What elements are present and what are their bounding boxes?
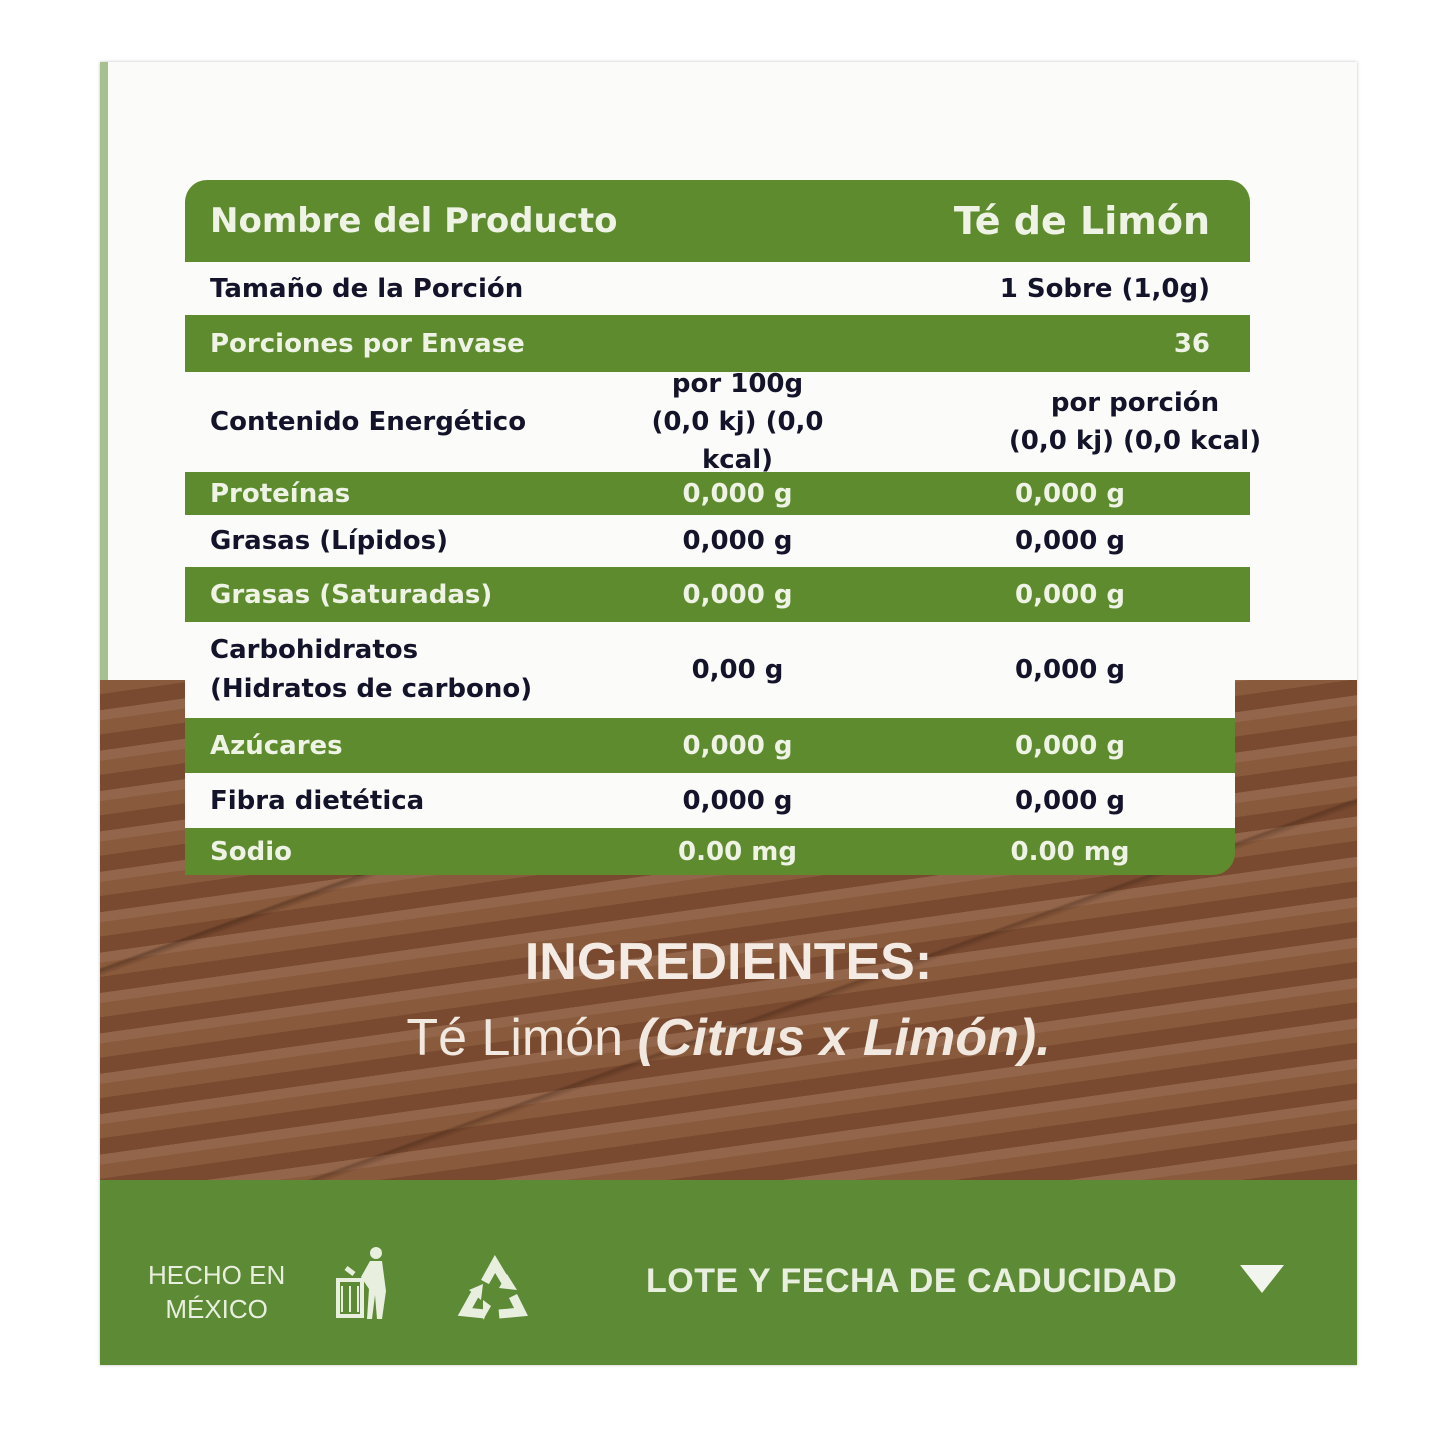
serving-size-row: Tamaño de la Porción 1 Sobre (1,0g) bbox=[185, 262, 1250, 315]
row-label: Fibra dietética bbox=[210, 785, 425, 816]
row-label-line2: (Hidratos de carbono) bbox=[210, 674, 533, 704]
col1-energy: (0,0 kj) (0,0 kcal) bbox=[651, 407, 824, 475]
table-row: Carbohidratos (Hidratos de carbono) 0,00 … bbox=[185, 622, 1235, 718]
col1-header: por 100g (0,0 kj) (0,0 kcal) bbox=[615, 365, 860, 479]
row-per100: 0,000 g bbox=[682, 579, 793, 610]
row-per100: 0,000 g bbox=[682, 478, 793, 509]
table-row: Grasas (Saturadas) 0,000 g 0,000 g bbox=[185, 567, 1250, 622]
ingredient-name: Té Limón bbox=[406, 1009, 638, 1067]
servings-label: Porciones por Envase bbox=[210, 328, 525, 359]
ingredients-text: Té Limón (Citrus x Limón). bbox=[100, 1008, 1357, 1068]
row-label: Carbohidratos (Hidratos de carbono) bbox=[210, 631, 532, 709]
energy-label: Contenido Energético bbox=[210, 407, 527, 437]
row-label: Azúcares bbox=[210, 730, 343, 761]
trash-disposal-icon bbox=[336, 1247, 386, 1319]
ingredients-title: INGREDIENTES: bbox=[524, 933, 933, 991]
row-perportion: 0,000 g bbox=[1015, 655, 1125, 685]
row-label: Grasas (Lípidos) bbox=[210, 526, 448, 556]
ingredient-scientific: (Citrus x Limón) bbox=[637, 1009, 1037, 1067]
lot-expiry-label: LOTE Y FECHA DE CADUCIDAD bbox=[646, 1262, 1178, 1300]
made-in-mexico: HECHO EN MÉXICO bbox=[148, 1258, 285, 1326]
row-label: Proteínas bbox=[210, 478, 351, 509]
table-row: Fibra dietética 0,000 g 0,000 g bbox=[185, 773, 1235, 828]
recycle-icon bbox=[457, 1255, 528, 1320]
row-per100: 0,000 g bbox=[682, 526, 793, 556]
row-perportion: 0,000 g bbox=[1015, 579, 1125, 610]
product-value: Té de Limón bbox=[953, 199, 1210, 243]
row-perportion: 0.00 mg bbox=[1010, 836, 1130, 867]
row-label: Grasas (Saturadas) bbox=[210, 579, 493, 610]
row-per100: 0,00 g bbox=[691, 655, 784, 685]
serving-value: 1 Sobre (1,0g) bbox=[999, 273, 1210, 304]
row-perportion: 0,000 g bbox=[1015, 785, 1125, 816]
row-per100: 0,000 g bbox=[682, 785, 793, 816]
table-row: Azúcares 0,000 g 0,000 g bbox=[185, 718, 1235, 773]
servings-value: 36 bbox=[1173, 328, 1210, 359]
table-row: Proteínas 0,000 g 0,000 g bbox=[185, 472, 1250, 515]
made-line2: MÉXICO bbox=[165, 1294, 268, 1324]
ingredient-end: . bbox=[1036, 1009, 1051, 1067]
col1-head: por 100g bbox=[671, 369, 804, 399]
col2-header: por porción (0,0 kj) (0,0 kcal) bbox=[985, 384, 1285, 460]
col2-energy: (0,0 kj) (0,0 kcal) bbox=[1008, 426, 1262, 456]
row-perportion: 0,000 g bbox=[1015, 478, 1125, 509]
made-line1: HECHO EN bbox=[148, 1260, 286, 1290]
product-name-row: Nombre del Producto Té de Limón bbox=[185, 180, 1250, 262]
product-label: Nombre del Producto bbox=[210, 201, 618, 241]
footer-band bbox=[100, 1180, 1357, 1365]
triangle-down-icon bbox=[1240, 1265, 1284, 1293]
serving-label: Tamaño de la Porción bbox=[210, 273, 524, 304]
row-label-line1: Carbohidratos bbox=[210, 635, 419, 665]
package-back: Nombre del Producto Té de Limón Tamaño d… bbox=[100, 62, 1357, 1365]
servings-row: Porciones por Envase 36 bbox=[185, 315, 1250, 372]
energy-row: Contenido Energético por 100g (0,0 kj) (0… bbox=[185, 369, 1261, 475]
row-perportion: 0,000 g bbox=[1015, 730, 1125, 761]
row-label: Sodio bbox=[210, 836, 292, 867]
col2-head: por porción bbox=[1050, 388, 1220, 418]
table-row: Sodio 0.00 mg 0.00 mg bbox=[185, 828, 1235, 875]
row-perportion: 0,000 g bbox=[1015, 526, 1125, 556]
table-row: Grasas (Lípidos) 0,000 g 0,000 g bbox=[185, 515, 1250, 567]
row-per100: 0,000 g bbox=[682, 730, 793, 761]
row-per100: 0.00 mg bbox=[678, 836, 797, 867]
